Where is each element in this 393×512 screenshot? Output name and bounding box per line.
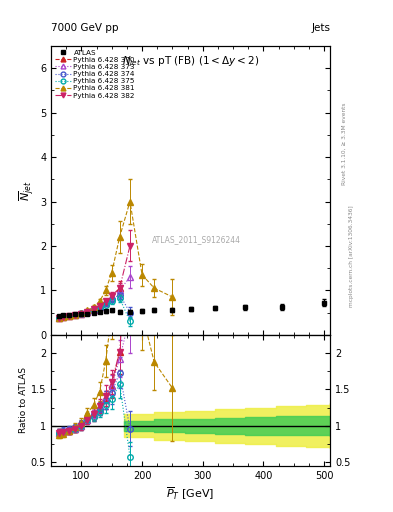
Y-axis label: $\overline{N}_{jet}$: $\overline{N}_{jet}$	[18, 180, 37, 201]
Text: 7000 GeV pp: 7000 GeV pp	[51, 23, 119, 33]
Text: ATLAS_2011_S9126244: ATLAS_2011_S9126244	[152, 235, 241, 244]
Legend: ATLAS, Pythia 6.428 370, Pythia 6.428 373, Pythia 6.428 374, Pythia 6.428 375, P: ATLAS, Pythia 6.428 370, Pythia 6.428 37…	[53, 48, 136, 100]
Text: mcplots.cern.ch [arXiv:1306.3436]: mcplots.cern.ch [arXiv:1306.3436]	[349, 205, 354, 307]
Text: Jets: Jets	[311, 23, 330, 33]
Text: Rivet 3.1.10, ≥ 3.3M events: Rivet 3.1.10, ≥ 3.3M events	[342, 102, 346, 185]
Y-axis label: Ratio to ATLAS: Ratio to ATLAS	[19, 367, 28, 433]
X-axis label: $\overline{P}_T$ [GeV]: $\overline{P}_T$ [GeV]	[167, 485, 215, 502]
Text: $N_{jet}$ vs pT (FB) $(1 < \Delta y < 2)$: $N_{jet}$ vs pT (FB) $(1 < \Delta y < 2)…	[122, 55, 259, 69]
